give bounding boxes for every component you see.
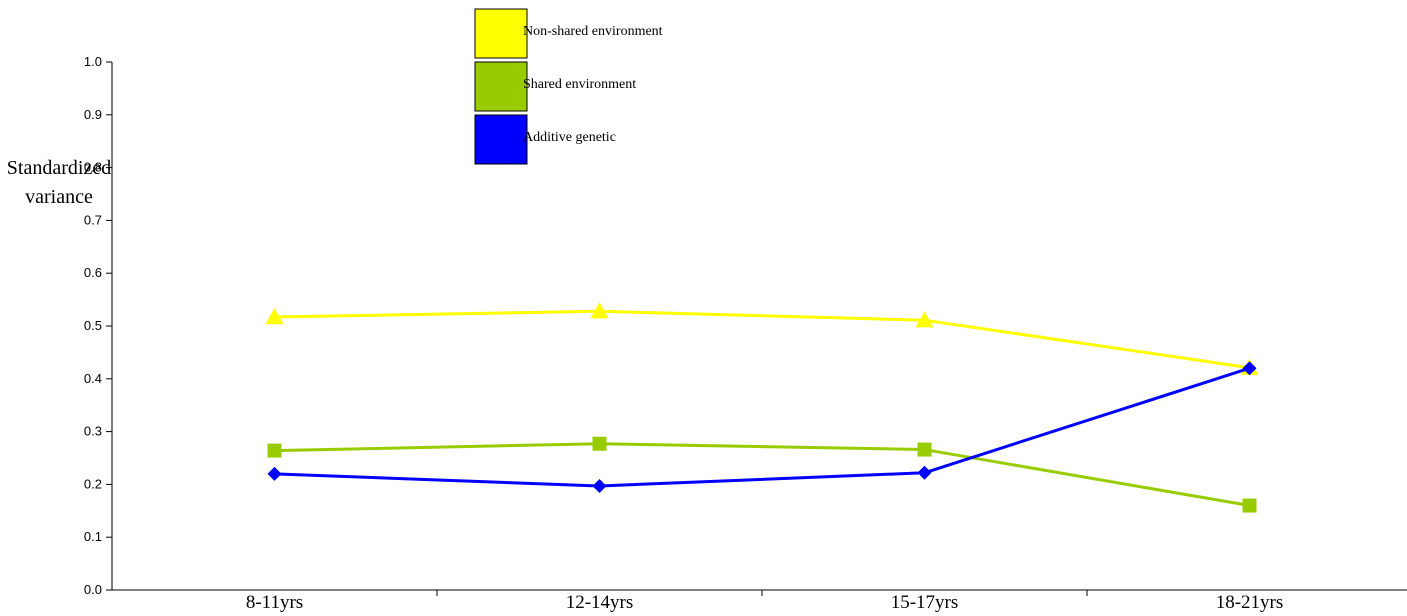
x-tick-label: 8-11yrs	[246, 592, 303, 613]
y-tick-label: 1.0	[84, 54, 102, 69]
series-line	[274, 366, 1250, 488]
diamond-marker	[1242, 361, 1257, 376]
legend-label: Shared environment	[523, 77, 636, 92]
series-triangle	[265, 302, 1259, 375]
legend-swatch	[474, 61, 528, 112]
y-tick-label: 0.5	[84, 318, 102, 333]
y-tick-label: 0.8	[84, 160, 102, 175]
x-tick-label: 15-17yrs	[891, 592, 959, 613]
y-tick-label: 0.6	[84, 265, 102, 280]
legend-label: Non-shared environment	[523, 24, 663, 39]
square-marker	[267, 443, 282, 458]
diamond-marker	[267, 466, 282, 481]
legend-item: Shared environment	[474, 61, 636, 112]
diamond-marker	[917, 465, 932, 480]
series-lines	[265, 302, 1259, 513]
legend-item: Additive genetic	[474, 114, 616, 165]
y-tick-label: 0.2	[84, 476, 102, 491]
triangle-marker	[590, 302, 609, 319]
y-tick-label: 0.7	[84, 212, 102, 227]
triangle-marker	[915, 311, 934, 328]
y-tick-label: 0.3	[84, 424, 102, 439]
x-tick-label: 18-21yrs	[1216, 592, 1284, 613]
axes: 0.0 0.1 0.2 0.3 0.4 0.5 0.6 0.7 0.8 0.9 1.0 8-11yrs…	[84, 54, 1407, 613]
square-marker	[592, 436, 607, 451]
legend-swatch	[474, 8, 528, 59]
square-marker	[917, 442, 932, 457]
y-tick-label: 0.0	[84, 582, 102, 597]
series-square	[267, 436, 1257, 513]
y-axis-label: Standardized variance	[6, 157, 112, 208]
legend-label: Additive genetic	[523, 130, 616, 145]
series-diamond	[267, 361, 1257, 493]
legend-item: Non-shared environment	[474, 8, 663, 59]
square-marker	[1242, 498, 1257, 513]
y-tick-label: 0.4	[84, 371, 102, 386]
series-line	[274, 442, 1250, 507]
y-tick-label: 0.1	[84, 529, 102, 544]
legend: Non-shared environment Shared environment…	[474, 8, 663, 165]
legend-swatch	[474, 114, 528, 165]
diamond-marker	[592, 478, 607, 493]
x-tick-label: 12-14yrs	[566, 592, 634, 613]
triangle-marker	[265, 308, 284, 325]
series-line	[274, 309, 1250, 370]
y-tick-label: 0.9	[84, 107, 102, 122]
